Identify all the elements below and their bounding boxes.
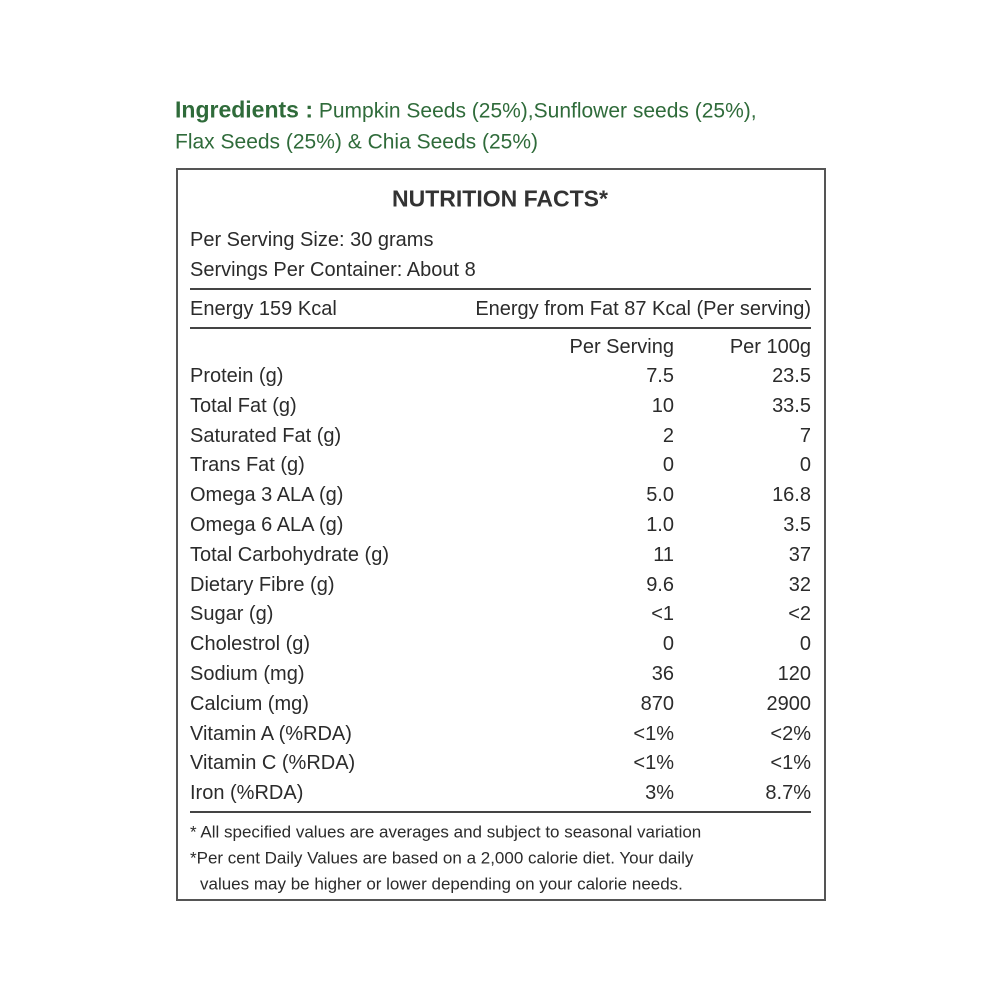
- per-100g-value: 3.5: [783, 514, 811, 536]
- per-100g-value: <2: [788, 603, 811, 626]
- nutrient-name: Trans Fat (g): [190, 454, 305, 477]
- per-100g-value: 0: [799, 633, 811, 656]
- ingredients-text: Flax Seeds (25%) & Chia Seeds (25%): [175, 130, 538, 154]
- nutrient-name: Omega 6 ALA (g): [190, 514, 344, 536]
- per-serving-value: 10: [651, 394, 674, 417]
- ingredients-label: Ingredients :: [175, 96, 314, 123]
- ingredients-line: Ingredients : Pumpkin Seeds (25%),Sunflo…: [175, 96, 757, 123]
- nutrient-name: Vitamin C (%RDA): [190, 752, 356, 775]
- nutrient-name: Omega 3 ALA (g): [190, 484, 344, 507]
- per-serving-value: 7.5: [646, 365, 674, 387]
- nutrient-name: Protein (g): [190, 365, 284, 387]
- ingredients-text: Pumpkin Seeds (25%),Sunflower seeds (25%…: [318, 99, 757, 123]
- per-100g-value: 7: [799, 424, 811, 447]
- per-serving-value: <1: [651, 603, 674, 626]
- per-100g-value: <2%: [770, 722, 811, 745]
- footnote: *Per cent Daily Values are based on a 2,…: [190, 848, 694, 868]
- nutrient-name: Vitamin A (%RDA): [190, 722, 352, 745]
- nutrient-name: Saturated Fat (g): [190, 424, 342, 447]
- per-100g-value: 23.5: [772, 365, 811, 387]
- per-100g-value: 33.5: [772, 394, 811, 417]
- per-100g-value: <1%: [770, 752, 811, 775]
- nutrition-box: [176, 168, 826, 901]
- nutrition-title: NUTRITION FACTS*: [392, 185, 608, 212]
- nutrient-name: Sodium (mg): [190, 663, 305, 685]
- nutrient-name: Total Fat (g): [190, 394, 297, 417]
- rule: [190, 288, 811, 290]
- nutrient-name: Calcium (mg): [190, 692, 309, 715]
- serving-size: Per Serving Size: 30 grams: [190, 229, 434, 251]
- per-100g-value: 2900: [766, 692, 812, 715]
- per-100g-value: 8.7%: [765, 782, 811, 805]
- nutrient-name: Dietary Fibre (g): [190, 573, 335, 596]
- column-header: Per 100g: [729, 336, 811, 358]
- per-serving-value: 36: [651, 663, 674, 685]
- per-serving-value: 2: [662, 424, 674, 447]
- per-serving-value: <1%: [633, 722, 674, 745]
- nutrient-name: Sugar (g): [190, 603, 274, 626]
- servings-per-container: Servings Per Container: About 8: [190, 259, 476, 281]
- per-serving-value: 870: [640, 692, 674, 715]
- per-serving-value: 0: [662, 633, 674, 656]
- per-serving-value: 1.0: [646, 514, 674, 536]
- per-100g-value: 37: [788, 543, 811, 566]
- per-serving-value: 9.6: [646, 573, 674, 596]
- per-100g-value: 120: [777, 663, 811, 685]
- per-serving-value: 11: [653, 543, 674, 566]
- rule: [190, 811, 811, 813]
- per-serving-value: 0: [662, 454, 674, 477]
- nutrient-name: Total Carbohydrate (g): [190, 543, 389, 566]
- footnote: values may be higher or lower depending …: [200, 874, 683, 894]
- per-serving-value: 5.0: [646, 484, 674, 507]
- per-100g-value: 32: [788, 573, 811, 596]
- per-serving-value: <1%: [633, 752, 674, 775]
- per-100g-value: 0: [799, 454, 811, 477]
- column-header: Per Serving: [569, 336, 675, 358]
- footnote: * All specified values are averages and …: [190, 822, 702, 842]
- per-100g-value: 16.8: [772, 484, 811, 507]
- energy-from-fat: Energy from Fat 87 Kcal (Per serving): [475, 298, 811, 320]
- nutrient-name: Cholestrol (g): [190, 633, 311, 656]
- rule: [190, 327, 811, 329]
- per-serving-value: 3%: [645, 782, 674, 805]
- nutrient-name: Iron (%RDA): [190, 782, 304, 805]
- energy: Energy 159 Kcal: [190, 298, 337, 320]
